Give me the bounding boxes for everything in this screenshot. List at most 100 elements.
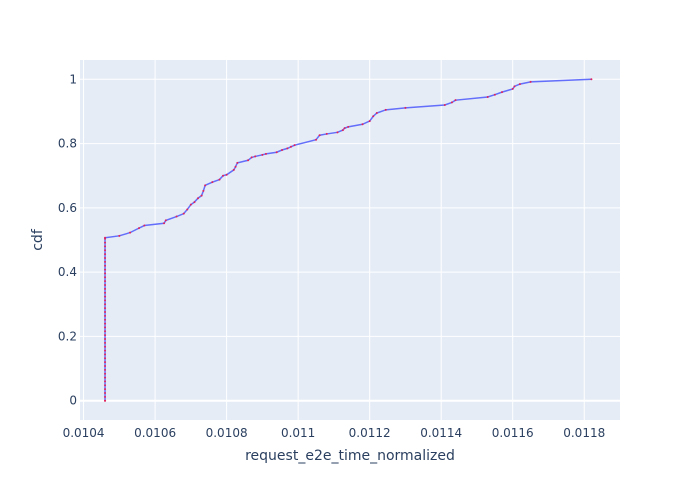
cdf-point [104, 314, 107, 317]
plot-background [80, 60, 620, 420]
cdf-point [104, 380, 107, 383]
cdf-point [293, 144, 296, 147]
cdf-point [182, 212, 185, 215]
cdf-point [104, 326, 107, 329]
cdf-point [104, 272, 107, 275]
y-tick-label: 0.6 [58, 201, 77, 215]
data-marks [104, 78, 593, 402]
cdf-point [118, 234, 121, 237]
cdf-point [375, 112, 378, 115]
y-tick-label: 0.4 [58, 265, 77, 279]
cdf-point [189, 203, 192, 206]
cdf-point [368, 120, 371, 123]
cdf-point [234, 165, 237, 168]
cdf-point [222, 174, 225, 177]
cdf-point [104, 299, 107, 302]
cdf-point [500, 91, 503, 94]
cdf-point [315, 138, 318, 141]
cdf-point [104, 368, 107, 371]
cdf-point [143, 224, 146, 227]
x-tick-label: 0.0108 [206, 426, 248, 440]
y-tick-label: 0.8 [58, 137, 77, 151]
cdf-point [511, 87, 514, 90]
cdf-point [104, 280, 107, 283]
cdf-point [264, 152, 267, 155]
cdf-point [202, 189, 205, 192]
cdf-point [197, 197, 200, 200]
cdf-point [341, 129, 344, 132]
cdf-point [347, 125, 350, 128]
cdf-point [286, 147, 289, 150]
cdf-point [372, 115, 375, 118]
cdf-point [450, 101, 453, 104]
x-tick-label: 0.0114 [420, 426, 462, 440]
cdf-point [104, 245, 107, 248]
cdf-point [200, 194, 203, 197]
cdf-point [325, 132, 328, 135]
cdf-point [518, 83, 521, 86]
y-tick-labels: 0 0.2 0.4 0.6 0.8 1 [58, 72, 77, 407]
x-tick-labels: 0.0104 0.0106 0.0108 0.011 0.0112 0.0114 0.011… [63, 426, 606, 440]
cdf-point [218, 178, 221, 181]
x-tick-label: 0.0116 [492, 426, 534, 440]
cdf-point [225, 173, 228, 176]
gridlines [80, 60, 620, 420]
cdf-point [104, 253, 107, 256]
cdf-point [175, 215, 178, 218]
cdf-point [236, 161, 239, 164]
y-axis-title: cdf [30, 228, 46, 251]
cdf-point [104, 284, 107, 286]
x-axis-title: request_e2e_time_normalized [245, 448, 455, 464]
cdf-point [104, 376, 107, 379]
cdf-point [104, 236, 107, 239]
y-tick-label: 1 [69, 72, 77, 86]
cdf-point [104, 365, 107, 367]
cdf-point [275, 151, 278, 154]
cdf-point [104, 241, 107, 244]
cdf-point [289, 145, 292, 148]
cdf-point [443, 104, 446, 106]
cdf-point [336, 131, 339, 134]
cdf-point [204, 184, 207, 187]
cdf-point [281, 149, 284, 151]
x-tick-label: 0.011 [281, 426, 315, 440]
x-tick-label: 0.0106 [134, 426, 176, 440]
cdf-point [104, 372, 107, 375]
cdf-point [404, 106, 407, 109]
cdf-point [232, 168, 235, 171]
cdf-point [104, 260, 107, 263]
cdf-point [164, 219, 167, 222]
cdf-point [104, 295, 107, 298]
cdf-point [193, 201, 196, 204]
cdf-point [493, 93, 496, 96]
cdf-point [104, 399, 107, 402]
x-tick-label: 0.0118 [563, 426, 605, 440]
cdf-point [104, 357, 107, 360]
cdf-point [247, 159, 250, 162]
cdf-line [104, 78, 592, 401]
cdf-point [104, 303, 107, 306]
cdf-point [104, 291, 107, 294]
cdf-point [486, 95, 489, 98]
cdf-point [104, 287, 107, 290]
cdf-point [104, 268, 107, 271]
cdf-point [104, 338, 107, 340]
cdf-point [384, 108, 387, 111]
cdf-point [104, 345, 107, 348]
cdf-point [104, 353, 107, 356]
cdf-point [254, 155, 257, 158]
cdf-point [104, 388, 107, 391]
cdf-point [250, 156, 253, 159]
cdf-point [590, 78, 593, 81]
cdf-point [104, 322, 107, 325]
cdf-point [104, 276, 107, 279]
cdf-point [104, 318, 107, 321]
cdf-point [104, 311, 107, 313]
y-tick-label: 0.2 [58, 329, 77, 343]
cdf-point [104, 395, 107, 398]
cdf-point [104, 264, 107, 267]
cdf-point [318, 134, 321, 137]
cdf-point [104, 361, 107, 364]
cdf-point [211, 181, 214, 184]
